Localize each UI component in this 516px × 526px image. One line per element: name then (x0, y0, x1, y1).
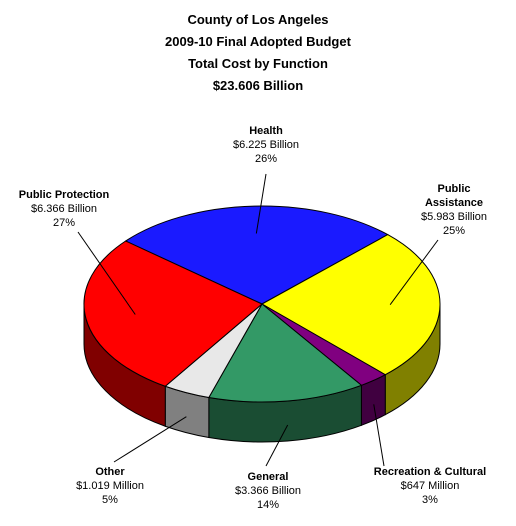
slice-health (124, 205, 389, 305)
label-general: General $3.366 Billion 14% (218, 470, 318, 512)
label-other-name: Other (95, 466, 125, 478)
label-health-amount: $6.225 Billion (232, 139, 300, 151)
label-health-name: Health (249, 125, 283, 137)
leader-line-health (255, 173, 267, 234)
label-public-protection-amount: $6.366 Billion (30, 203, 98, 215)
leader-line-public-protection (77, 231, 136, 315)
chart-title-line-2: 2009-10 Final Adopted Budget (165, 34, 351, 49)
chart-title-line-4: $23.606 Billion (212, 78, 304, 93)
label-public-protection: Public Protection $6.366 Billion 27% (8, 188, 120, 230)
label-recreation-name: Recreation & Cultural (373, 466, 487, 478)
label-general-name: General (247, 471, 289, 483)
label-recreation-percent: 3% (422, 494, 438, 506)
leader-line-recreation-cultural (373, 404, 385, 467)
label-public-assistance-percent: 25% (442, 225, 466, 237)
label-general-percent: 14% (256, 499, 280, 511)
label-other-percent: 5% (102, 494, 118, 506)
slice-public-protection (83, 240, 263, 387)
chart-title-line-1: County of Los Angeles (187, 12, 329, 27)
leader-line-general (265, 424, 289, 467)
label-recreation-amount: $647 Million (400, 480, 460, 492)
label-public-assistance: Public Assistance $5.983 Billion 25% (404, 182, 504, 238)
chart-title-line-3: Total Cost by Function (188, 56, 328, 71)
label-other-amount: $1.019 Million (76, 480, 144, 492)
label-public-assistance-name-line-1: Public (437, 183, 471, 195)
label-health: Health $6.225 Billion 26% (216, 124, 316, 166)
label-public-assistance-amount: $5.983 Billion (420, 211, 488, 223)
slice-public-assistance (260, 234, 441, 376)
leader-line-other (113, 416, 187, 463)
label-health-percent: 26% (254, 153, 278, 165)
label-public-assistance-name-line-2: Assistance (424, 197, 484, 209)
label-public-protection-percent: 27% (52, 217, 76, 229)
label-other: Other $1.019 Million 5% (60, 465, 160, 507)
slice-general (208, 303, 363, 403)
leader-line-public-assistance (389, 239, 439, 305)
label-recreation-cultural: Recreation & Cultural $647 Million 3% (360, 465, 500, 507)
label-public-protection-name: Public Protection (18, 189, 110, 201)
label-general-amount: $3.366 Billion (234, 485, 302, 497)
